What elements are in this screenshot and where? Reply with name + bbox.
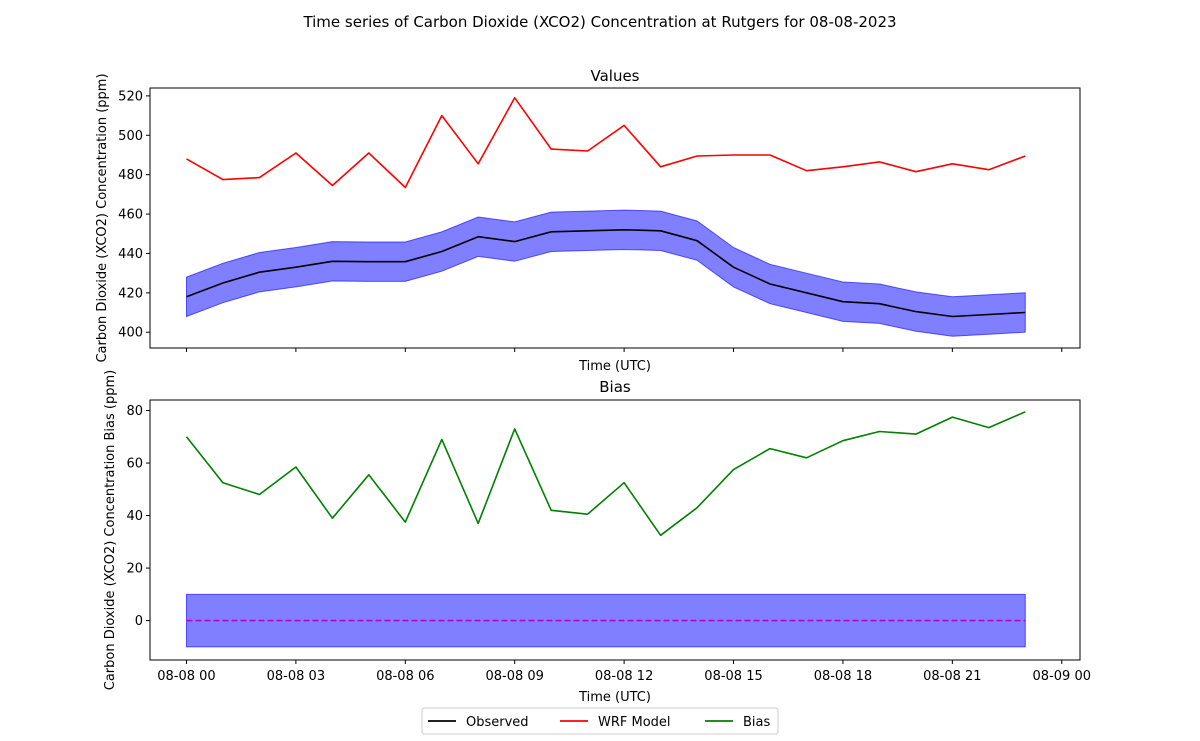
x-tick-label: 08-08 12 bbox=[595, 669, 653, 684]
values-ylabel: Carbon Dioxide (XCO2) Concentration (ppm… bbox=[95, 73, 110, 362]
x-tick-label: 08-08 15 bbox=[704, 669, 762, 684]
y-tick-label: 420 bbox=[118, 286, 143, 301]
y-tick-label: 520 bbox=[118, 89, 143, 104]
legend-frame bbox=[421, 707, 779, 735]
y-tick-label: 460 bbox=[118, 208, 143, 223]
y-tick-label: 40 bbox=[126, 509, 143, 524]
y-tick-label: 20 bbox=[126, 562, 143, 577]
legend-observed-label: Observed bbox=[466, 715, 529, 730]
values-xlabel: Time (UTC) bbox=[578, 359, 651, 374]
observed-uncertainty-band bbox=[186, 209, 1026, 337]
series-line-observed bbox=[186, 229, 1026, 318]
axes-frame bbox=[149, 87, 1081, 349]
y-tick-label: 440 bbox=[118, 247, 143, 262]
figure-title: Time series of Carbon Dioxide (XCO2) Con… bbox=[302, 13, 896, 31]
x-tick-label: 08-08 18 bbox=[814, 669, 872, 684]
legend-wrf-label: WRF Model bbox=[598, 715, 671, 730]
bias-panel: Bias 0 20 40 60 80 08-08 00 08-08 03 08-08 06 08… bbox=[103, 370, 1091, 705]
series-line-wrf-model bbox=[186, 97, 1026, 189]
bias-xlabel: Time (UTC) bbox=[578, 690, 651, 705]
x-tick-label: 08-08 03 bbox=[267, 669, 325, 684]
legend-bias-label: Bias bbox=[743, 715, 770, 730]
y-tick-label: 500 bbox=[118, 129, 143, 144]
values-panel-title: Values bbox=[590, 67, 639, 85]
x-tick-label: 08-08 06 bbox=[376, 669, 434, 684]
x-tick-label: 08-08 00 bbox=[157, 669, 215, 684]
x-tick-label: 08-08 21 bbox=[923, 669, 981, 684]
x-tick-label: 08-09 00 bbox=[1033, 669, 1091, 684]
y-tick-label: 400 bbox=[118, 326, 143, 341]
x-tick-label: 08-08 09 bbox=[485, 669, 543, 684]
bias-panel-title: Bias bbox=[599, 378, 631, 396]
axes-frame bbox=[149, 399, 1081, 661]
y-tick-label: 60 bbox=[126, 457, 143, 472]
series-line-bias bbox=[185, 411, 1026, 537]
y-tick-label: 480 bbox=[118, 168, 143, 183]
y-tick-label: 80 bbox=[126, 404, 143, 419]
legend: Observed WRF Model Bias bbox=[421, 707, 779, 735]
bias-ylabel: Carbon Dioxide (XCO2) Concentration Bias… bbox=[103, 370, 118, 690]
y-tick-label: 0 bbox=[135, 614, 143, 629]
